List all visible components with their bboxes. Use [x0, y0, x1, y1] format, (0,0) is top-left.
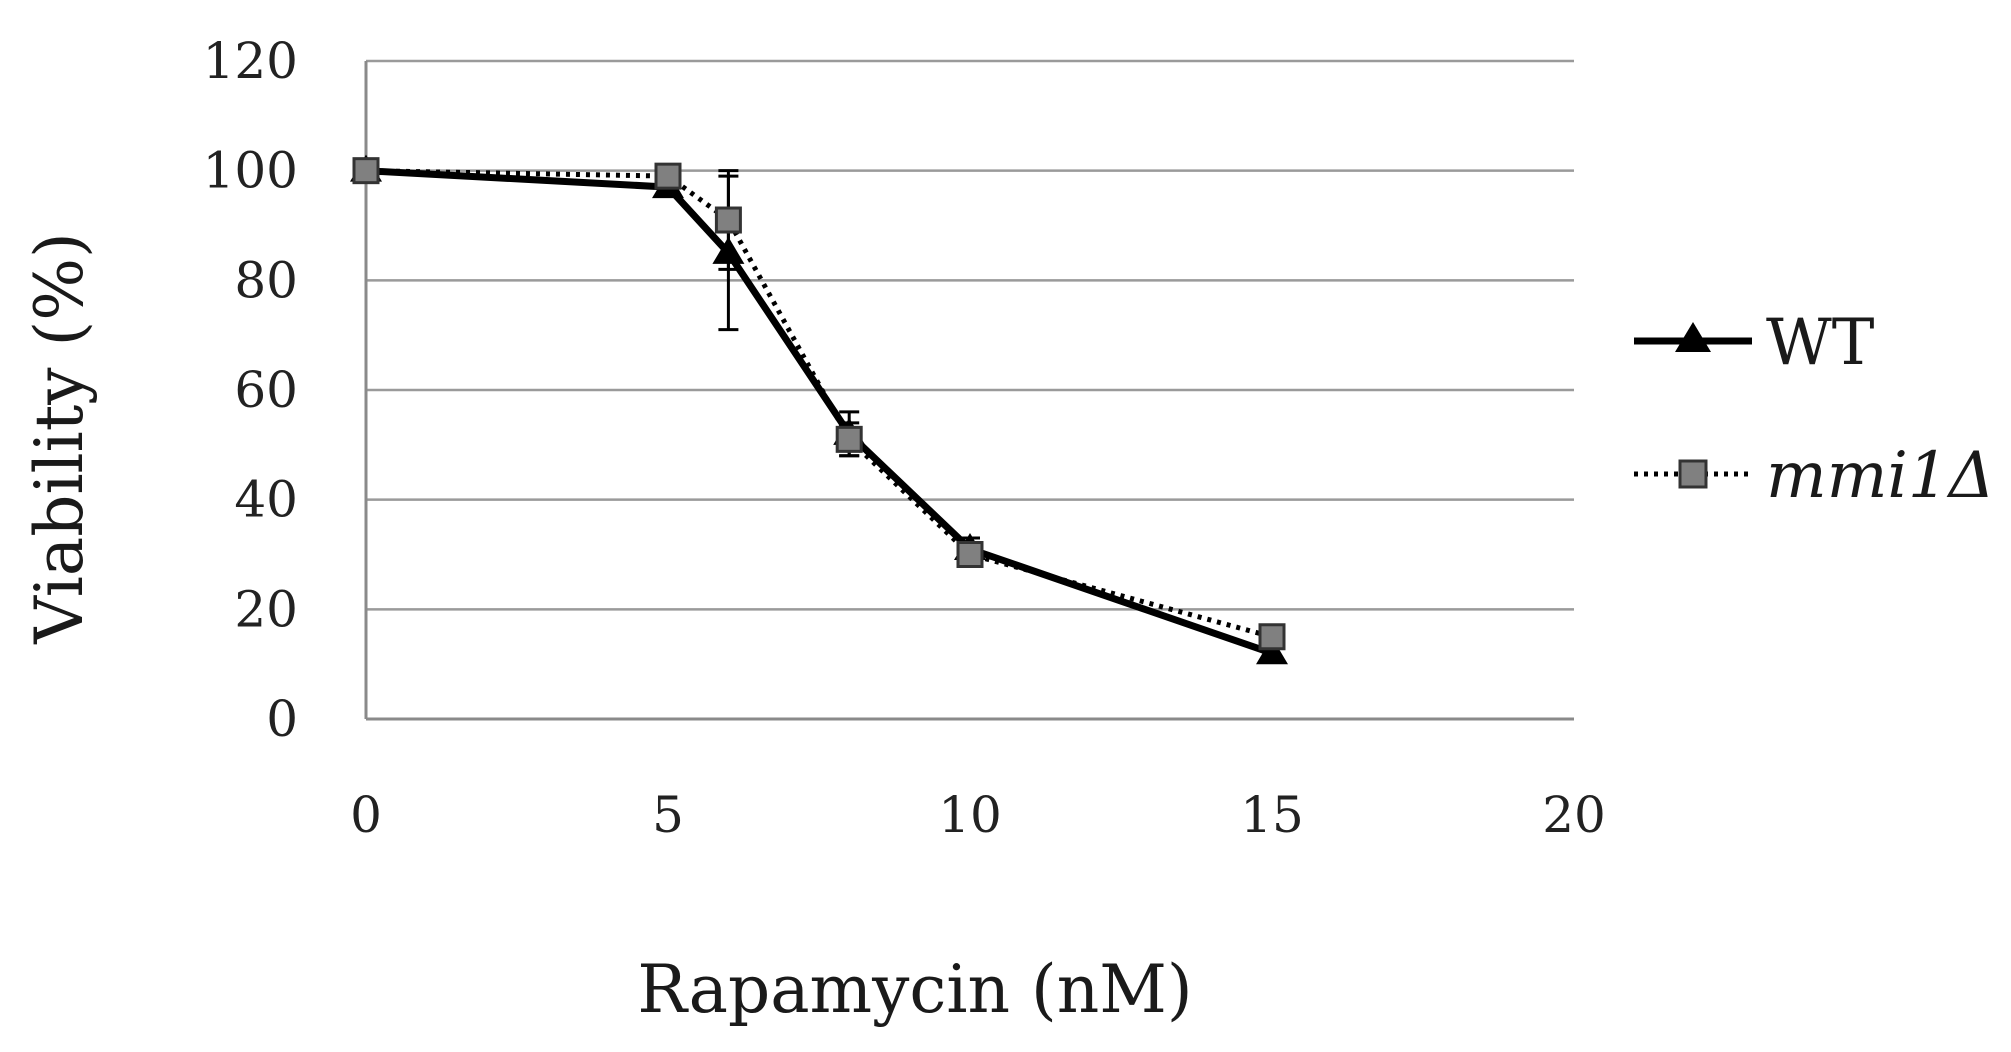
legend-item-mmi1: mmi1Δ [1634, 439, 1995, 513]
y-tick-label-80: 80 [234, 251, 298, 309]
legend-label-mmi1: mmi1Δ [1766, 439, 1995, 513]
x-tick-labels: 0 5 10 15 20 [350, 786, 1606, 844]
gridlines [366, 59, 1574, 611]
marker-mmi1-8 [835, 425, 863, 453]
legend-item-wt: WT [1634, 306, 1875, 380]
marker-mmi1-15 [1258, 623, 1286, 651]
marker-mmi1-10 [956, 541, 984, 568]
x-tick-label-0: 0 [350, 786, 382, 844]
y-tick-label-40: 40 [234, 471, 298, 529]
legend: WT mmi1Δ [1634, 306, 1995, 513]
y-tick-label-20: 20 [234, 580, 298, 638]
marker-mmi1-0 [352, 157, 380, 185]
y-tick-label-100: 100 [203, 142, 298, 200]
data-series [350, 154, 1288, 665]
x-tick-label-5: 5 [652, 786, 684, 844]
legend-marker-triangle [1675, 322, 1711, 352]
y-tick-label-0: 0 [266, 690, 298, 748]
x-tick-label-20: 20 [1542, 786, 1606, 844]
marker-wt-6 [712, 236, 745, 264]
y-tick-label-120: 120 [203, 32, 298, 90]
y-tick-label-60: 60 [234, 361, 298, 419]
marker-mmi1-6 [714, 206, 742, 234]
x-tick-label-15: 15 [1240, 786, 1304, 844]
series-line-mmi1 [365, 168, 1273, 640]
legend-marker-square [1678, 459, 1708, 489]
marker-mmi1-5 [654, 162, 682, 190]
y-tick-labels: 0 20 40 60 80 100 120 [203, 32, 298, 748]
marker-wt-15 [1256, 637, 1288, 665]
x-axis-title: Rapamycin (nM) [637, 951, 1192, 1028]
legend-label-wt: WT [1766, 306, 1875, 380]
x-tick-label-10: 10 [938, 786, 1002, 844]
y-axis-title: Viability (%) [21, 232, 98, 645]
series-line-wt [365, 167, 1274, 657]
